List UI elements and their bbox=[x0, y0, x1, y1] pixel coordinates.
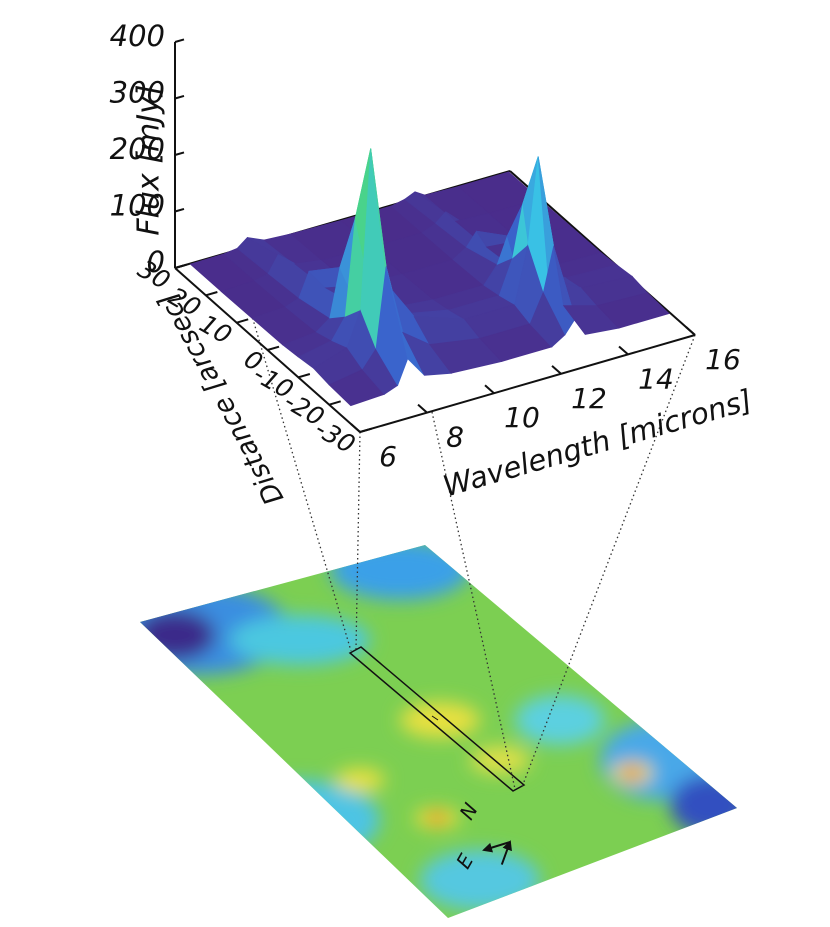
y-tick bbox=[359, 427, 372, 433]
y-tick bbox=[236, 318, 249, 324]
surface-cell bbox=[596, 292, 670, 329]
z-tick bbox=[174, 207, 185, 213]
x-tick bbox=[551, 365, 562, 375]
y-tick bbox=[205, 291, 218, 297]
x-tick-label: 14 bbox=[638, 362, 674, 395]
x-axis bbox=[359, 334, 696, 433]
z-tick-label: 200 bbox=[110, 132, 165, 166]
x-tick bbox=[350, 423, 361, 433]
z-tick-label: 100 bbox=[110, 189, 165, 223]
x-tick-label: 10 bbox=[504, 401, 540, 434]
z-tick bbox=[174, 38, 185, 43]
north-arrow bbox=[500, 840, 512, 865]
y-tick bbox=[298, 373, 311, 379]
slit bbox=[348, 646, 526, 792]
y-tick bbox=[174, 263, 187, 269]
x-tick-label: 6 bbox=[379, 440, 397, 473]
sky-map: N E bbox=[140, 545, 737, 918]
z-tick-label: 400 bbox=[110, 19, 165, 53]
z-tick-label: 300 bbox=[110, 76, 165, 110]
z-tick bbox=[174, 151, 185, 156]
x-tick bbox=[417, 403, 428, 414]
x-tick bbox=[685, 326, 696, 336]
z-tick bbox=[174, 94, 185, 100]
east-arrow bbox=[482, 841, 511, 853]
projection-lines bbox=[235, 261, 696, 790]
y-tick bbox=[328, 400, 341, 406]
x-tick-label: 16 bbox=[705, 343, 741, 376]
slit-center bbox=[431, 715, 439, 721]
x-tick-label: 8 bbox=[446, 421, 464, 454]
z-tick-label: 0 bbox=[147, 245, 165, 279]
z-axis-label: Flux [mJy] bbox=[132, 84, 167, 235]
x-tick bbox=[484, 384, 495, 394]
y-tick-label: 30 bbox=[133, 254, 175, 295]
y-tick bbox=[267, 345, 280, 351]
x-tick bbox=[618, 345, 629, 356]
x-tick-label: 12 bbox=[571, 382, 607, 415]
